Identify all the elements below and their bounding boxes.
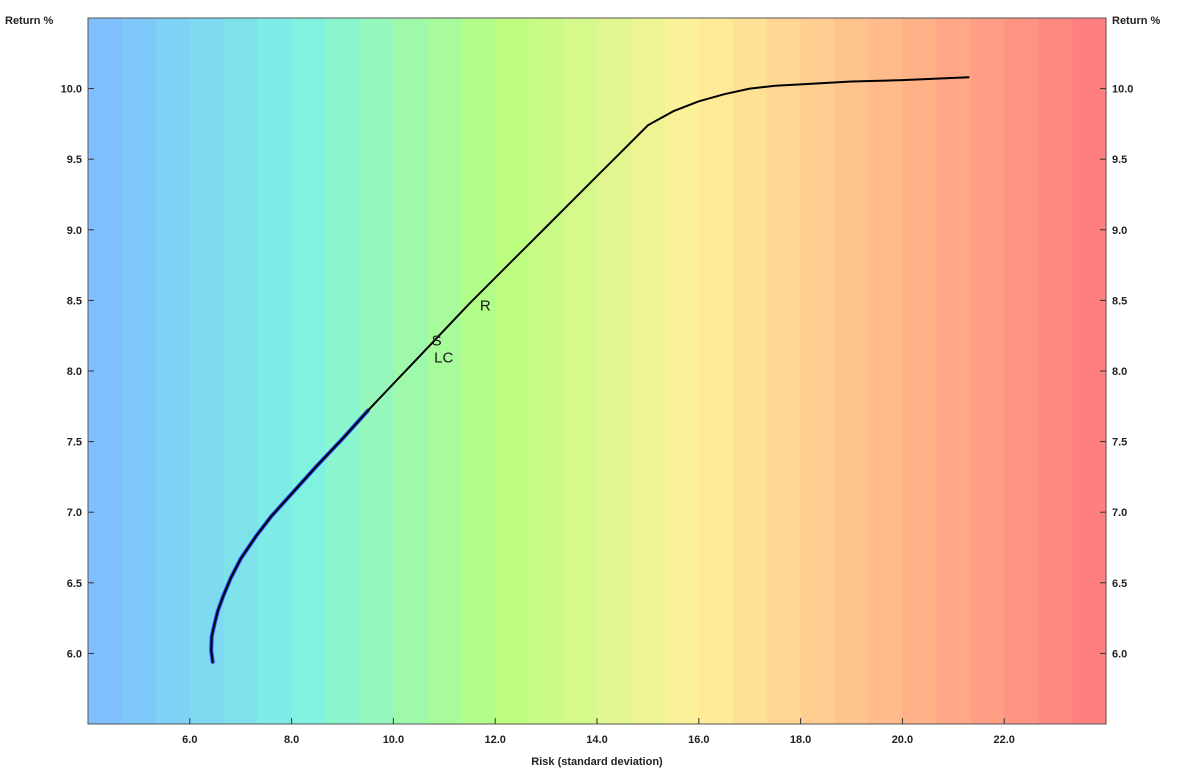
background-band: [698, 18, 734, 724]
background-band: [766, 18, 802, 724]
background-band: [834, 18, 870, 724]
y-tick-label-left: 8.0: [67, 366, 82, 378]
y-tick-label-right: 10.0: [1112, 84, 1133, 96]
y-axis-title-right: Return %: [1112, 15, 1161, 27]
point-label-s: S: [432, 333, 442, 350]
y-tick-label-left: 9.0: [67, 225, 82, 237]
y-axis-title-left: Return %: [5, 15, 54, 27]
x-tick-label: 6.0: [182, 734, 197, 746]
y-tick-label-right: 7.0: [1112, 507, 1127, 519]
y-tick-label-right: 6.5: [1112, 578, 1127, 590]
background-band: [461, 18, 496, 724]
background-band: [902, 18, 937, 724]
y-tick-label-left: 10.0: [61, 84, 82, 96]
background-band: [223, 18, 259, 724]
y-tick-label-left: 6.5: [67, 578, 82, 590]
background-band: [732, 18, 768, 724]
background-band: [257, 18, 293, 724]
y-tick-label-left: 7.5: [67, 437, 82, 449]
x-axis-title: Risk (standard deviation): [531, 756, 663, 768]
background-band: [800, 18, 836, 724]
background-band: [325, 18, 361, 724]
y-tick-label-right: 8.5: [1112, 295, 1127, 307]
background-band: [936, 18, 971, 724]
y-tick-label-left: 8.5: [67, 295, 82, 307]
y-tick-label-right: 7.5: [1112, 437, 1127, 449]
background-band: [291, 18, 327, 724]
background-band: [189, 18, 225, 724]
x-tick-label: 12.0: [484, 734, 505, 746]
point-label-r: R: [480, 297, 491, 314]
y-tick-label-right: 8.0: [1112, 366, 1127, 378]
y-tick-label-right: 9.0: [1112, 225, 1127, 237]
axis-ticks: 6.0 8.0 10.0 12.0 14.0 16.0 18.0 20.0 22.0 6.0 6.0…: [61, 84, 1134, 746]
background-band: [1038, 18, 1073, 724]
background-band: [868, 18, 903, 724]
background-band: [529, 18, 564, 724]
background-band: [970, 18, 1005, 724]
background-band: [630, 18, 666, 724]
x-tick-label: 8.0: [284, 734, 299, 746]
background-gradient-bands: [88, 18, 1107, 724]
y-tick-label-right: 9.5: [1112, 154, 1127, 166]
x-tick-label: 14.0: [586, 734, 607, 746]
y-tick-label-left: 7.0: [67, 507, 82, 519]
background-band: [121, 18, 157, 724]
background-band: [597, 18, 632, 724]
point-label-lc: LC: [434, 350, 453, 367]
x-tick-label: 16.0: [688, 734, 709, 746]
y-tick-label-left: 9.5: [67, 154, 82, 166]
background-band: [664, 18, 700, 724]
background-band: [563, 18, 598, 724]
x-tick-label: 18.0: [790, 734, 811, 746]
x-tick-label: 22.0: [993, 734, 1014, 746]
point-labels: SLC R: [432, 297, 491, 366]
background-band: [1004, 18, 1039, 724]
background-band: [427, 18, 462, 724]
y-tick-label-left: 6.0: [67, 648, 82, 660]
y-tick-label-right: 6.0: [1112, 648, 1127, 660]
background-band: [495, 18, 530, 724]
background-band: [359, 18, 394, 724]
frontier-line: [210, 76, 970, 663]
frontier-line-layer: [209, 76, 970, 664]
x-tick-label: 20.0: [892, 734, 913, 746]
x-tick-label: 10.0: [383, 734, 404, 746]
background-band: [393, 18, 428, 724]
background-band: [155, 18, 191, 724]
